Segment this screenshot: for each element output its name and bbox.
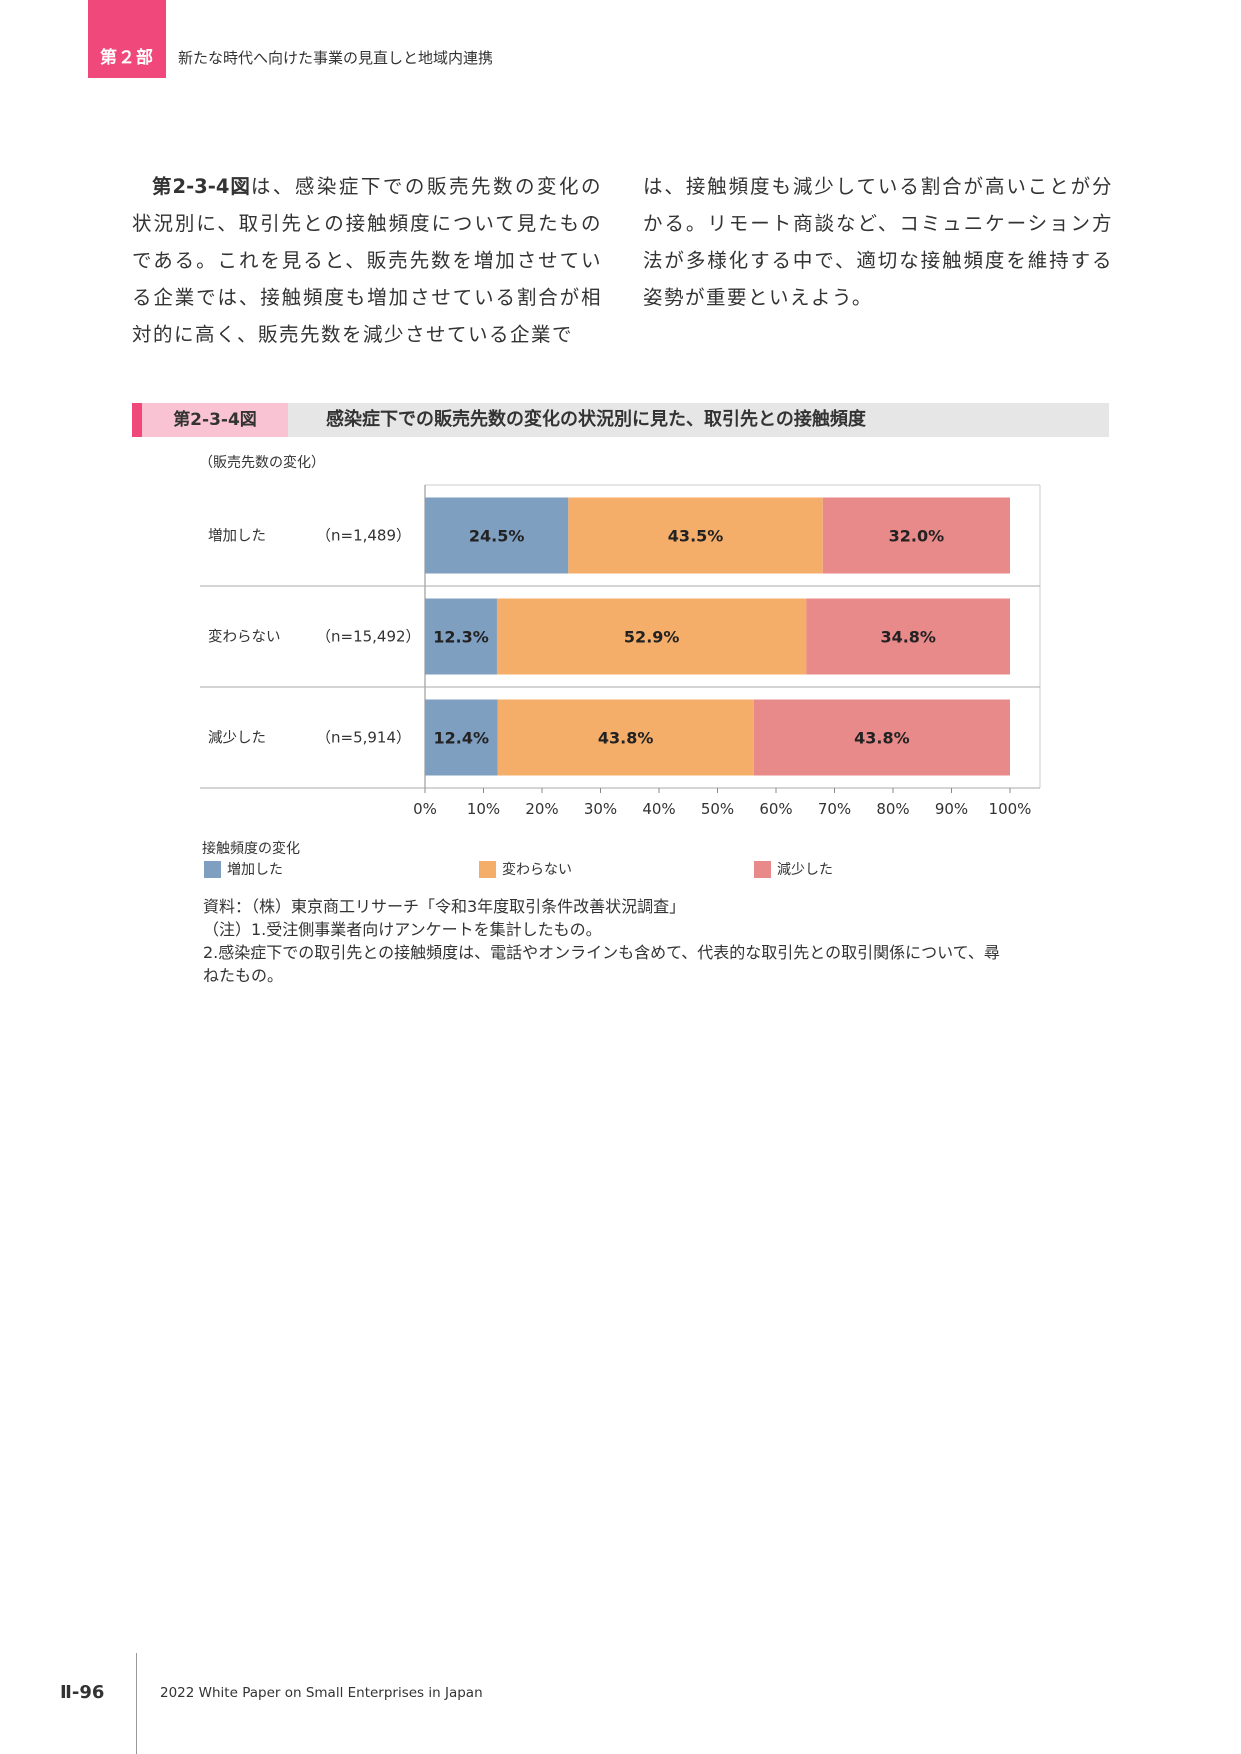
bar-segment: [822, 497, 1010, 574]
data-label: 43.8%: [854, 729, 910, 748]
x-tick-label: 40%: [642, 800, 675, 818]
category-label: 変わらない: [208, 629, 281, 646]
figure-reference: 第2-3-4図: [152, 175, 251, 198]
x-tick-label: 100%: [989, 800, 1032, 818]
note-1: （注）1.受注側事業者向けアンケートを集計したもの。: [203, 920, 602, 939]
figure-title-bar: 第2-3-4図 感染症下での販売先数の変化の状況別に見た、取引先との接触頻度: [132, 403, 1109, 437]
legend-label: 増加した: [227, 862, 283, 878]
x-tick-label: 20%: [525, 800, 558, 818]
data-label: 12.4%: [434, 729, 490, 748]
axis-note: （販売先数の変化）: [199, 455, 325, 471]
legend-swatch: [479, 860, 496, 878]
part-title: 新たな時代へ向けた事業の見直しと地域内連携: [178, 49, 494, 67]
x-tick-label: 0%: [413, 800, 437, 818]
figure-notes: 資料：（株）東京商工リサーチ「令和3年度取引条件改善状況調査」 （注）1.受注側…: [203, 895, 1043, 987]
x-tick-label: 50%: [701, 800, 734, 818]
bar-segment: [497, 699, 754, 776]
data-label: 43.8%: [598, 729, 654, 748]
bar-segment: [568, 497, 823, 574]
data-label: 34.8%: [880, 628, 936, 647]
legend-swatch: [754, 860, 771, 878]
note-2b: ねたもの。: [203, 966, 284, 985]
data-label: 12.3%: [433, 628, 489, 647]
legend-item: 増加した: [204, 859, 283, 879]
x-tick-label: 70%: [818, 800, 851, 818]
source-note: 資料：（株）東京商工リサーチ「令和3年度取引条件改善状況調査」: [203, 897, 686, 916]
bar-segment: [425, 699, 498, 776]
body-text-right: は、接触頻度も減少している割合が高いことが分かる。リモート商談など、コミュニケー…: [643, 175, 1113, 309]
category-n-label: （n=5,914）: [316, 729, 411, 747]
x-tick-label: 60%: [759, 800, 792, 818]
legend-title: 接触頻度の変化: [202, 841, 300, 857]
figure-number: 第2-3-4図: [142, 403, 288, 437]
data-label: 43.5%: [668, 527, 724, 546]
x-tick-label: 80%: [876, 800, 909, 818]
category-n-label: （n=1,489）: [316, 527, 411, 545]
part-tab: 第２部: [88, 0, 166, 78]
data-label: 32.0%: [889, 527, 945, 546]
figure-title-accent: [132, 403, 142, 437]
body-text-left-rest: は、感染症下での販売先数の変化の状況別に、取引先との接触頻度について見たものであ…: [132, 175, 602, 346]
category-label: 増加した: [208, 528, 266, 545]
x-tick-label: 30%: [584, 800, 617, 818]
bar-segment: [496, 598, 807, 675]
bar-segment: [753, 699, 1010, 776]
publication-name: 2022 White Paper on Small Enterprises in…: [160, 1685, 483, 1701]
page-number: Ⅱ-96: [60, 1682, 105, 1703]
data-label: 52.9%: [624, 628, 680, 647]
x-tick-label: 90%: [935, 800, 968, 818]
data-label: 24.5%: [469, 527, 525, 546]
legend-item: 減少した: [754, 859, 833, 879]
bar-segment: [425, 598, 497, 675]
note-2a: 2.感染症下での取引先との接触頻度は、電話やオンラインも含めて、代表的な取引先と…: [203, 943, 1000, 962]
footer-divider: [136, 1653, 137, 1754]
part-label: 第２部: [100, 48, 154, 68]
bar-segment: [425, 497, 569, 574]
category-label: 減少した: [208, 730, 266, 747]
legend-swatch: [204, 860, 221, 878]
x-tick-label: 10%: [467, 800, 500, 818]
legend-label: 変わらない: [502, 862, 572, 878]
figure-title: 感染症下での販売先数の変化の状況別に見た、取引先との接触頻度: [326, 409, 866, 430]
legend-item: 変わらない: [479, 859, 572, 879]
bar-segment: [806, 598, 1010, 675]
legend-label: 減少した: [777, 862, 833, 878]
category-n-label: （n=15,492）: [316, 628, 421, 646]
body-text-left: 第2-3-4図は、感染症下での販売先数の変化の状況別に、取引先との接触頻度につい…: [132, 168, 602, 353]
